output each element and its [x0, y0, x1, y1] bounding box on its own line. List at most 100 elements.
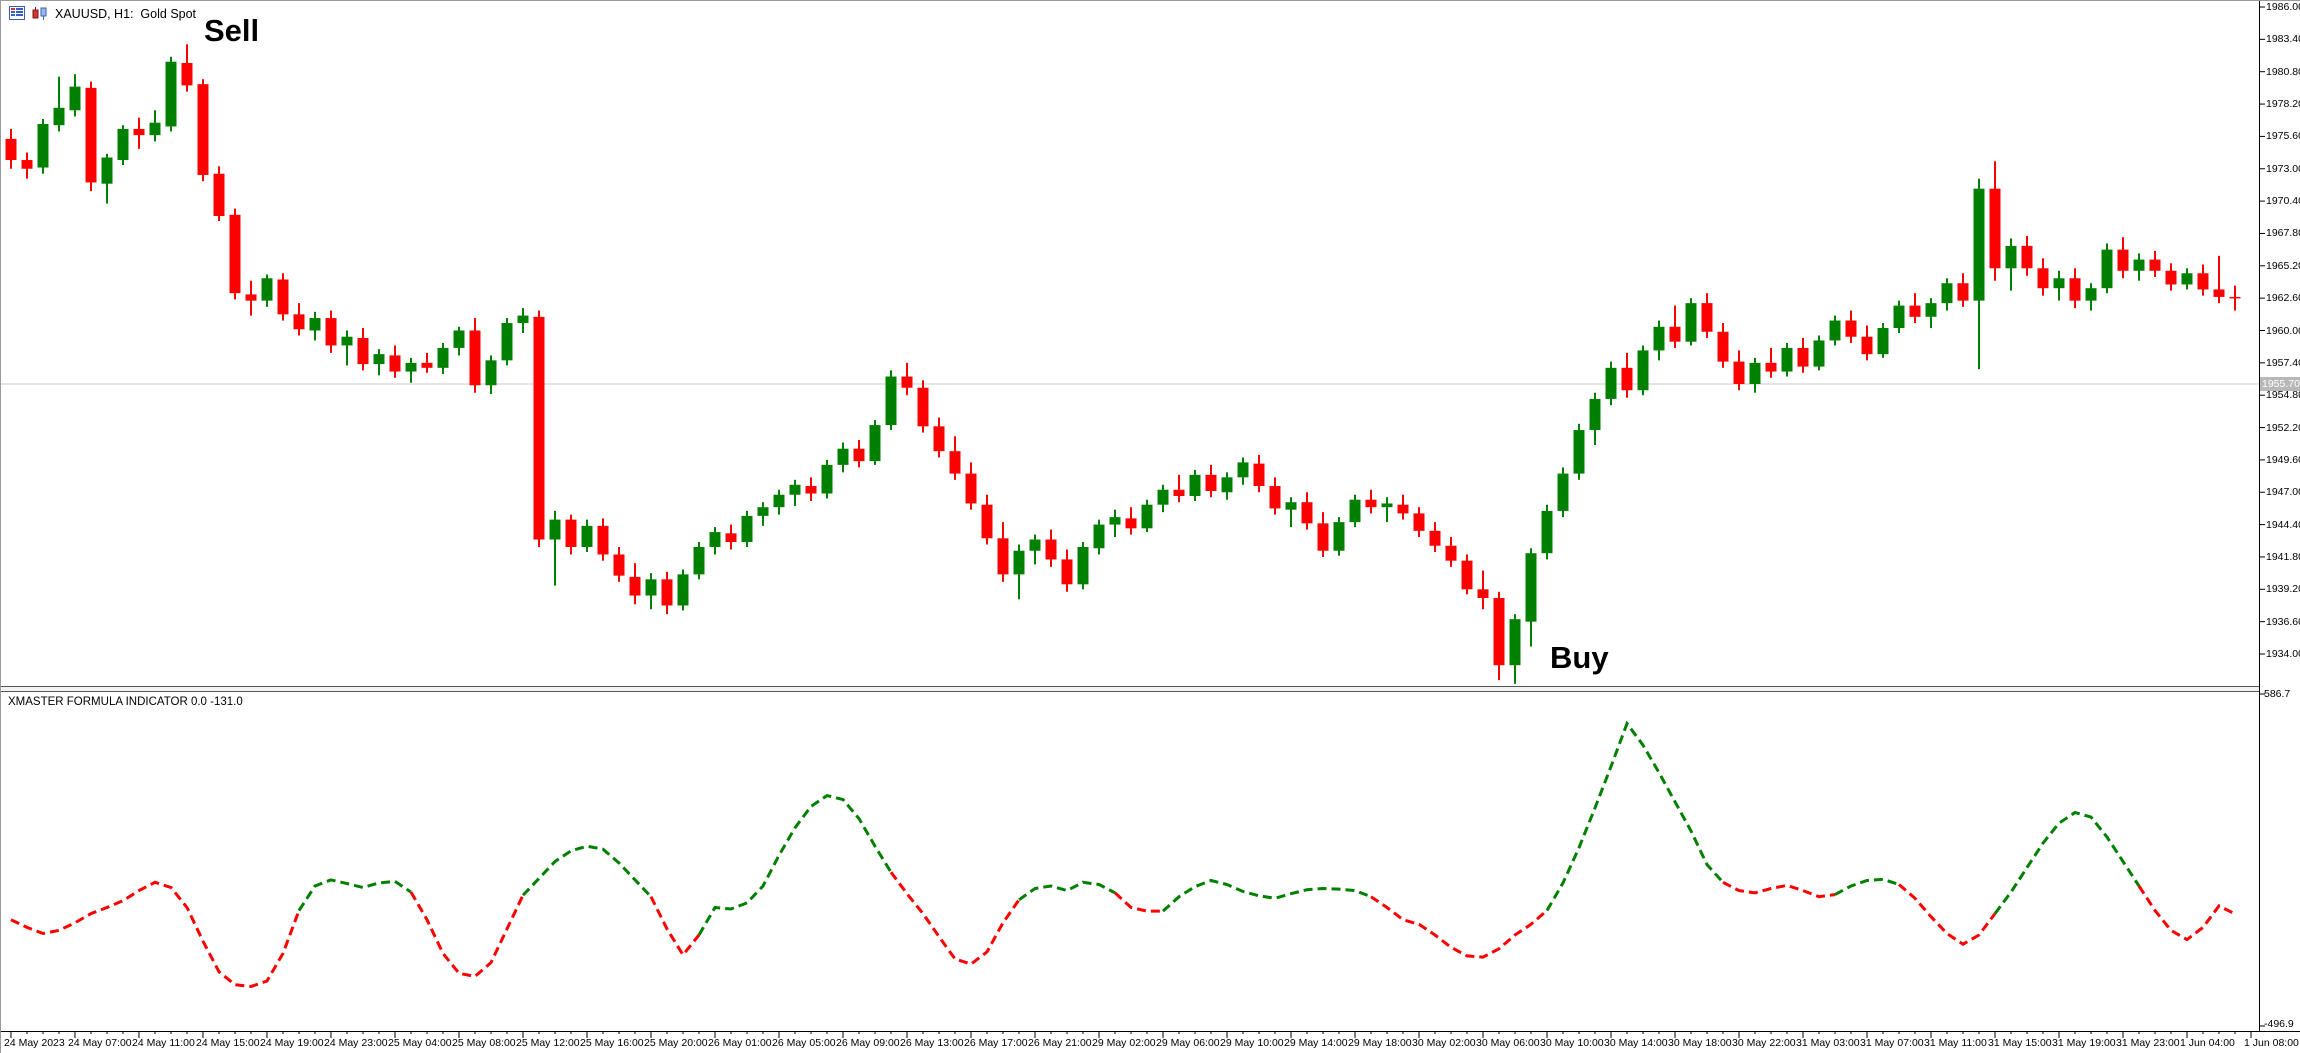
pane-splitter[interactable] — [1, 686, 2259, 692]
candle-body — [885, 376, 897, 426]
candle-body — [1637, 350, 1649, 391]
candle-body — [901, 376, 913, 388]
candle-body — [917, 387, 929, 427]
indicator-segment — [1898, 883, 1997, 946]
candle-body — [101, 157, 113, 184]
candle-body — [837, 448, 849, 465]
price-axis-label: 1939.20 — [2266, 583, 2300, 596]
candle-body — [1141, 504, 1153, 529]
candle-body — [1429, 530, 1441, 546]
candle-body — [2021, 245, 2033, 269]
candle-body — [1733, 361, 1745, 385]
price-axis-label: 1983.40 — [2266, 33, 2300, 46]
indicator-segment — [1370, 895, 1548, 959]
time-axis-label: 26 May 09:00 — [836, 1037, 900, 1049]
time-axis-label: 31 May 15:00 — [1988, 1037, 2052, 1049]
candle-body — [2085, 288, 2097, 301]
candle-body — [1717, 331, 1729, 362]
time-axis-label: 24 May 19:00 — [260, 1037, 324, 1049]
candle-body — [1301, 502, 1313, 524]
candle-body — [1525, 553, 1537, 622]
candle-body — [1045, 539, 1057, 560]
indicator-segment — [1993, 810, 2141, 915]
time-axis-label: 31 May 07:00 — [1860, 1037, 1924, 1049]
price-axis-label: 1936.60 — [2266, 615, 2300, 628]
candle-body — [1013, 550, 1025, 575]
candle-body — [1957, 283, 1969, 301]
candle-body — [549, 519, 561, 540]
candlestick-series — [5, 44, 2241, 684]
time-axis-label: 26 May 17:00 — [964, 1037, 1028, 1049]
candle-body — [2197, 273, 2209, 290]
candle-body — [229, 214, 241, 294]
candle-body — [1221, 477, 1233, 493]
price-axis-label: 1957.40 — [2266, 356, 2300, 369]
time-axis-label: 30 May 02:00 — [1412, 1037, 1476, 1049]
indicator-segment — [1113, 891, 1163, 913]
candle-body — [1605, 367, 1617, 399]
candle-body — [1285, 502, 1297, 510]
time-axis-label: 29 May 18:00 — [1348, 1037, 1412, 1049]
buy-annotation: Buy — [1550, 640, 1609, 675]
candle-body — [309, 318, 321, 331]
candle-body — [1413, 513, 1425, 531]
indicator-segment — [2137, 885, 2236, 942]
candle-body — [389, 355, 401, 372]
candle-body — [2229, 296, 2241, 299]
candle-body — [1941, 283, 1953, 304]
time-axis-label: 29 May 06:00 — [1156, 1037, 1220, 1049]
candle-body — [1349, 499, 1361, 523]
candle-body — [1173, 489, 1185, 496]
chart-bars-icon[interactable] — [32, 6, 49, 21]
candle-body — [1589, 398, 1601, 431]
candle-body — [1237, 462, 1249, 478]
candle-body — [1493, 598, 1505, 666]
price-axis-label: 1967.80 — [2266, 227, 2300, 240]
time-axis-label: 24 May 23:00 — [324, 1037, 388, 1049]
candle-body — [741, 515, 753, 543]
candle-body — [469, 330, 481, 386]
price-axis-label: 1952.20 — [2266, 421, 2300, 434]
time-axis-label: 26 May 05:00 — [772, 1037, 836, 1049]
indicator-segment — [1834, 877, 1900, 896]
candle-body — [1269, 486, 1281, 509]
candle-body — [789, 484, 801, 495]
candle-body — [869, 425, 881, 462]
candle-body — [1189, 474, 1201, 496]
price-axis-label: 1962.60 — [2266, 292, 2300, 305]
candle-body — [277, 279, 289, 315]
chart-properties-icon[interactable] — [9, 6, 26, 21]
indicator-axis-max-label: 586.7 — [2264, 688, 2291, 700]
price-axis-label: 1944.40 — [2266, 518, 2300, 531]
candle-body — [37, 123, 49, 168]
candle-body — [85, 87, 97, 183]
candle-body — [5, 138, 17, 161]
price-axis-label: 1973.00 — [2266, 162, 2300, 175]
candle-body — [2181, 273, 2193, 285]
indicator-segment — [297, 878, 412, 912]
time-axis-label: 24 May 11:00 — [132, 1037, 195, 1049]
candle-body — [1813, 340, 1825, 367]
candle-body — [1925, 303, 1937, 317]
candle-body — [1653, 326, 1665, 351]
time-axis-label: 29 May 02:00 — [1092, 1037, 1156, 1049]
price-axis-label: 1947.00 — [2266, 486, 2300, 499]
candle-body — [997, 538, 1009, 575]
time-axis-label: 31 May 03:00 — [1796, 1037, 1860, 1049]
candle-body — [1093, 524, 1105, 549]
candle-body — [581, 525, 593, 547]
candle-body — [1861, 336, 1873, 355]
time-axis-label: 30 May 10:00 — [1540, 1037, 1604, 1049]
candle-body — [1749, 362, 1761, 385]
price-axis-label: 1975.60 — [2266, 130, 2300, 143]
price-axis-label: 1965.20 — [2266, 259, 2300, 272]
indicator-segment — [1161, 878, 1372, 913]
candle-body — [1797, 347, 1809, 367]
candle-body — [245, 294, 257, 301]
current-price-badge: 1955.70 — [2260, 377, 2300, 391]
candle-body — [1509, 619, 1521, 666]
candle-body — [69, 86, 81, 111]
candle-body — [21, 160, 33, 169]
candle-body — [1845, 320, 1857, 337]
